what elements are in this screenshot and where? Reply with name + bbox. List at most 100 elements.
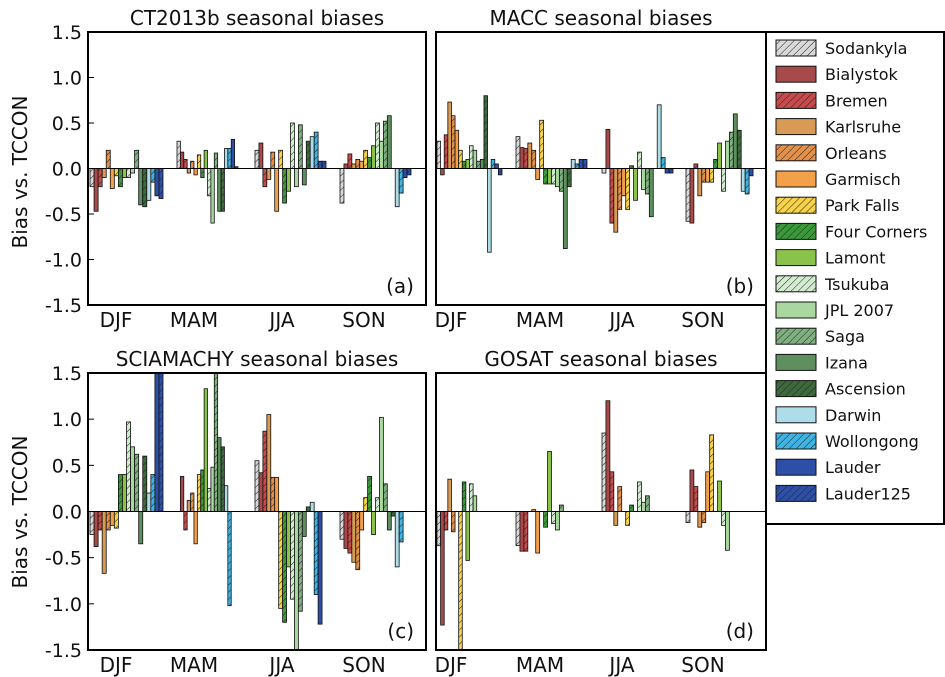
bar: [146, 492, 152, 512]
bar: [371, 145, 376, 169]
bar-hatch: [609, 471, 614, 512]
bar: [122, 168, 127, 179]
bar-hatch: [444, 511, 448, 530]
bar-hatch: [745, 168, 750, 194]
bar: [605, 400, 611, 512]
bar-hatch: [559, 505, 564, 512]
bar: [705, 168, 711, 183]
panel-label: (b): [726, 274, 754, 298]
bar-hatch: [306, 141, 311, 169]
bar: [317, 511, 323, 625]
bar-hatch: [347, 511, 352, 554]
bar-hatch: [498, 168, 502, 175]
bar: [519, 147, 525, 169]
legend-label: JPL 2007: [824, 301, 894, 320]
bar-hatch: [183, 511, 188, 530]
bar-hatch: [200, 469, 205, 512]
bar: [203, 388, 208, 512]
y-tick-label: 0.5: [52, 455, 82, 477]
bar: [301, 168, 307, 186]
bar: [193, 168, 198, 176]
bar-hatch: [701, 168, 706, 183]
panel-b: MACC seasonal biases DJF MAM JJA SON(b): [435, 6, 767, 332]
legend-label: Park Falls: [825, 196, 899, 215]
bar: [519, 511, 525, 552]
bar: [697, 511, 703, 528]
chart-panels: CT2013b seasonal biases 1.5 1.0 0.5 0.0 -0.5 -…: [45, 6, 767, 677]
legend-swatch-hatch: [776, 92, 816, 109]
bar-hatch: [516, 136, 520, 169]
legend-label: Izana: [825, 353, 868, 372]
x-tick-label: MAM: [170, 308, 218, 332]
bar: [93, 511, 99, 547]
bar: [613, 168, 619, 233]
legend-swatch-hatch: [776, 144, 816, 161]
bar-hatch: [583, 159, 587, 169]
bar: [343, 163, 349, 169]
panel-d: GOSAT seasonal biases DJF MAM JJA SON(d): [435, 347, 767, 677]
bar: [109, 168, 115, 189]
bar-hatch: [197, 474, 201, 512]
bar: [186, 500, 191, 512]
bar: [154, 168, 160, 197]
legend-swatch: [775, 170, 817, 188]
bar: [465, 511, 470, 561]
bar-hatch: [340, 511, 344, 540]
bar: [494, 163, 499, 169]
legend-entry: Karlsruhe: [775, 118, 901, 137]
legend-label: Saga: [825, 327, 865, 346]
bar-hatch: [383, 121, 388, 169]
bar: [740, 168, 746, 192]
bar-hatch: [645, 495, 650, 512]
legend-label: Lauder: [825, 458, 881, 477]
bar: [359, 160, 365, 169]
bar-hatch: [314, 511, 319, 595]
panel-title: GOSAT seasonal biases: [484, 347, 717, 371]
bar-hatch: [126, 421, 131, 512]
bar: [146, 168, 152, 201]
bar-hatch: [221, 168, 225, 212]
bar-hatch: [693, 486, 698, 512]
bar-hatch: [282, 511, 287, 623]
bar: [440, 168, 445, 176]
bar-hatch: [686, 511, 690, 523]
bar: [109, 511, 115, 526]
bar-hatch: [158, 373, 163, 512]
bar: [689, 168, 695, 224]
bar-hatch: [255, 150, 259, 169]
bar-hatch: [367, 476, 372, 512]
bar-hatch: [190, 493, 194, 512]
bar: [641, 501, 646, 512]
bar: [130, 446, 136, 512]
legend-entry: Wollongong: [775, 432, 919, 451]
bar: [547, 168, 552, 185]
y-tick-label: -1.0: [45, 594, 82, 616]
bar: [274, 476, 280, 512]
bar-hatch: [214, 373, 218, 512]
y-tick-label: 1.5: [52, 363, 82, 385]
bar-hatch: [721, 511, 726, 526]
bar: [351, 163, 357, 169]
legend-entry: Lamont: [775, 249, 886, 268]
bar: [547, 451, 552, 512]
bar: [179, 151, 185, 169]
bar-hatch: [150, 474, 155, 512]
x-tick-label: SON: [342, 308, 385, 332]
bar: [138, 511, 144, 545]
bar-hatch: [543, 511, 548, 528]
bar-hatch: [476, 161, 481, 169]
bar-hatch: [340, 168, 344, 204]
bar-hatch: [98, 168, 103, 187]
bar-hatch: [90, 168, 95, 187]
bar: [664, 168, 670, 174]
bar-hatch: [609, 168, 614, 224]
bar-hatch: [106, 511, 111, 530]
bar-hatch: [629, 505, 634, 512]
bar-hatch: [559, 168, 564, 192]
bar-hatch: [126, 168, 131, 178]
bar-hatch: [462, 481, 466, 512]
bar: [101, 168, 107, 179]
bar-hatch: [142, 168, 147, 207]
bar-hatch: [214, 153, 218, 169]
bar: [93, 168, 99, 212]
